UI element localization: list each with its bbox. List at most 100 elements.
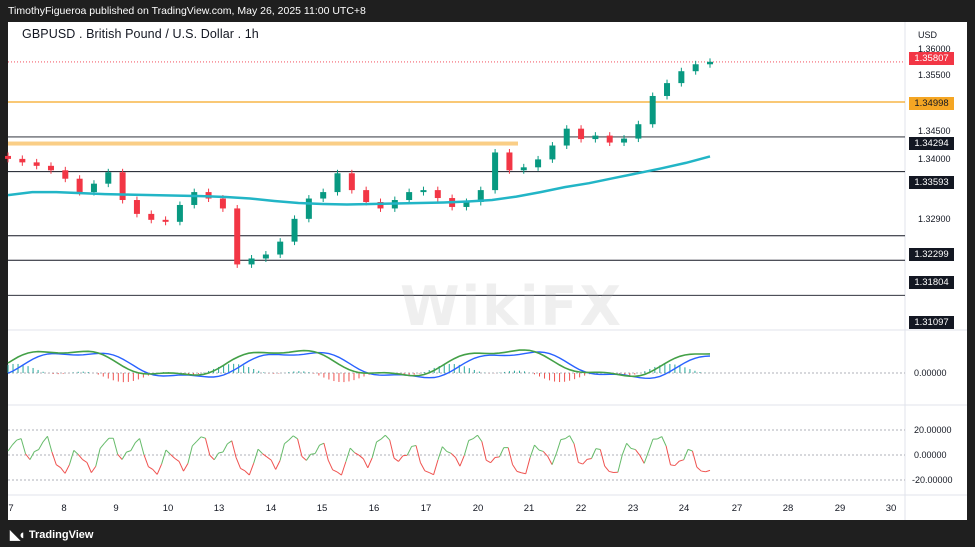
oscillator2-segment [51, 451, 57, 465]
time-axis-label: 9 [113, 503, 119, 514]
oscillator2-segment [196, 436, 202, 442]
oscillator2-segment [187, 445, 193, 464]
level-price-tag: 1.31097 [909, 316, 954, 329]
tradingview-brand[interactable]: ◣◖ TradingView [10, 527, 93, 543]
oscillator2-segment [25, 453, 31, 460]
orange-zone-band [8, 141, 518, 146]
candle-body [76, 178, 83, 193]
time-axis-label: 21 [523, 503, 535, 514]
oscillator2-segment [490, 457, 496, 463]
oscillator2-segment [16, 438, 22, 441]
oscillator2-segment [73, 449, 79, 455]
oscillator2-segment [336, 471, 342, 476]
oscillator2-segment [604, 465, 610, 472]
oscillator2-segment [362, 458, 369, 468]
oscillator2-segment [371, 441, 378, 459]
time-axis-label: 7 [8, 503, 14, 514]
oscillator2-segment [560, 438, 566, 441]
oscillator2-segment [459, 455, 465, 467]
oscillator2-segment [332, 469, 338, 473]
oscillator2-segment [701, 470, 706, 473]
publisher-line: TimothyFigueroa published on TradingView… [8, 5, 366, 17]
candle-body [90, 183, 97, 193]
candle-body [606, 135, 613, 143]
candle-body [549, 145, 556, 160]
oscillator2-segment [411, 444, 417, 447]
oscillator2-segment [643, 451, 650, 464]
symbol-title[interactable]: GBPUSD . British Pound / U.S. Dollar . 1… [22, 27, 259, 41]
oscillator2-segment [648, 438, 654, 452]
oscillator2-segment [64, 464, 70, 474]
oscillator2-segment [12, 439, 18, 446]
candle-body [133, 200, 140, 214]
oscillator2-segment [29, 451, 35, 460]
oscillator2-segment [319, 442, 325, 446]
oscillator2-segment [542, 451, 549, 457]
oscillator2-segment [327, 460, 334, 470]
oscillator2-segment [573, 443, 579, 463]
candle-body [363, 190, 370, 202]
candle-body [19, 158, 26, 163]
oscillator2-segment [477, 434, 483, 442]
oscillator2-segment [82, 459, 88, 463]
oscillator2-segment [340, 461, 347, 476]
candle-body [563, 128, 570, 146]
oscillator2-segment [139, 438, 145, 455]
chart-area[interactable] [8, 22, 967, 520]
candle-body [377, 202, 384, 209]
oscillator2-segment [143, 454, 149, 467]
oscillator2-segment [262, 453, 268, 458]
oscillator2-segment [60, 467, 66, 474]
oscillator2-segment [661, 436, 667, 447]
price-tick: 1.34000 [918, 154, 951, 164]
oscillator2-segment [77, 454, 83, 460]
oscillator2-segment [345, 447, 351, 462]
oscillator2-segment [213, 452, 220, 461]
oscillator2-level-label: 0.00000 [914, 450, 947, 460]
oscillator2-segment [450, 452, 456, 458]
time-axis-label: 28 [782, 503, 794, 514]
oscillator2-segment [134, 438, 140, 444]
candle-body [420, 190, 427, 193]
oscillator2-segment [218, 451, 224, 454]
oscillator2-segment [130, 442, 136, 451]
oscillator2-segment [200, 436, 206, 439]
oscillator2-segment [222, 443, 228, 453]
oscillator2-segment [314, 444, 320, 454]
oscillator2-segment [433, 459, 439, 475]
time-axis-label: 16 [368, 503, 380, 514]
oscillator2-segment [55, 464, 61, 469]
oscillator2-segment [406, 446, 413, 456]
candle-body [535, 159, 542, 168]
oscillator2-segment [626, 442, 632, 449]
time-axis-label: 23 [627, 503, 639, 514]
oscillator2-segment [148, 466, 154, 470]
candle-body [621, 138, 628, 143]
oscillator2-segment [292, 435, 298, 440]
oscillator2-segment [104, 437, 110, 444]
oscillator2-segment [68, 450, 75, 465]
oscillator2-segment [156, 463, 163, 475]
oscillator2-segment [288, 435, 294, 441]
oscillator1-zero-label: 0.00000 [914, 368, 947, 378]
candle-body [320, 192, 327, 199]
oscillator2-segment [639, 455, 645, 464]
time-axis-label: 30 [885, 503, 897, 514]
oscillator2-segment [551, 453, 557, 465]
oscillator2-segment [86, 462, 92, 473]
publisher-bar: TimothyFigueroa published on TradingView… [0, 0, 975, 22]
time-axis-label: 17 [420, 503, 432, 514]
oscillator2-segment [595, 448, 601, 450]
oscillator2-segment [591, 448, 597, 459]
oscillator2-segment [415, 445, 421, 463]
oscillator2-segment [165, 449, 171, 455]
oscillator2-segment [419, 462, 426, 472]
candle-body [520, 167, 527, 171]
time-axis-label: 24 [678, 503, 690, 514]
footer-bar: ◣◖ TradingView [0, 520, 975, 547]
oscillator2-segment [20, 438, 27, 455]
candle-body [176, 204, 183, 222]
time-axis-label: 14 [265, 503, 277, 514]
